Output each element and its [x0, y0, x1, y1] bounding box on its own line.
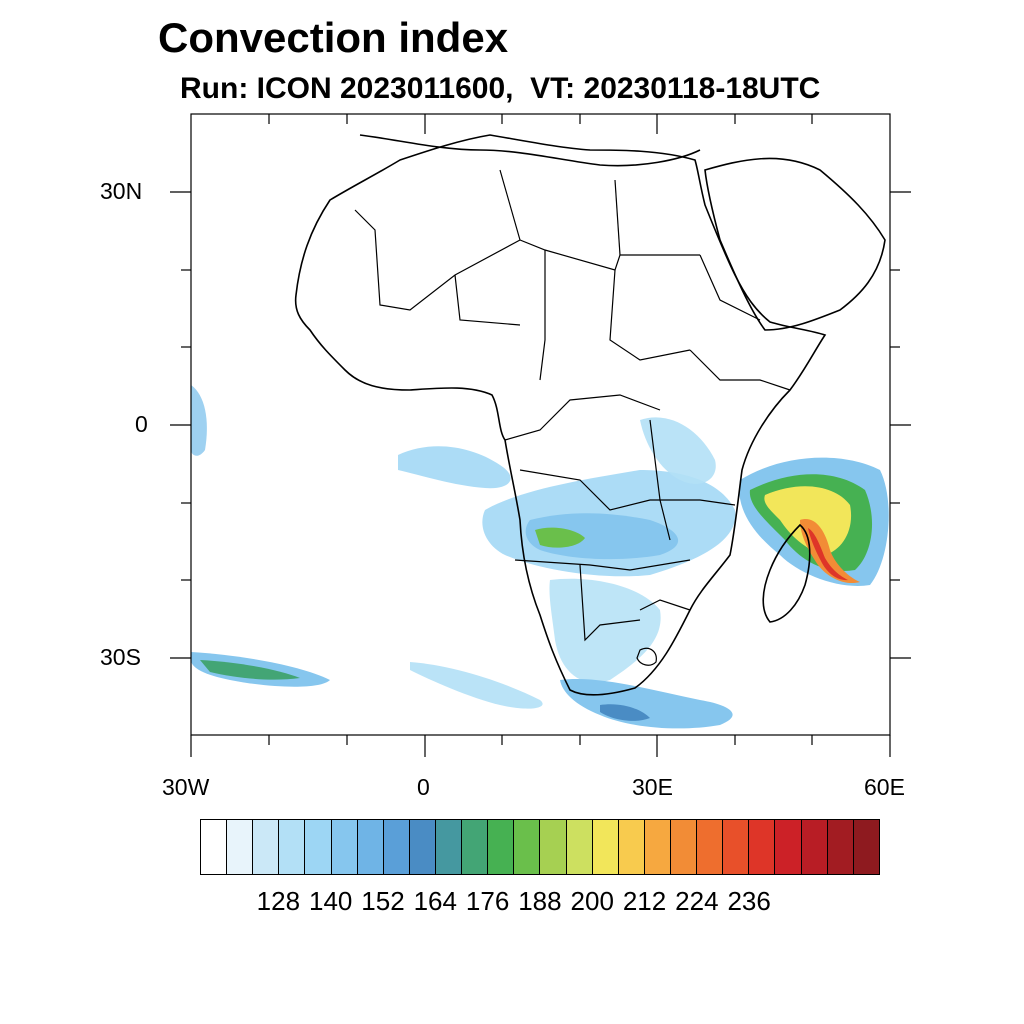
colorbar-swatch — [253, 820, 280, 874]
colorbar-swatch — [827, 820, 854, 874]
convection-area-south-coast — [560, 679, 733, 729]
chart-title: Convection index — [158, 14, 509, 61]
convection-area-zambia — [525, 513, 679, 560]
colorbar-swatch — [566, 820, 593, 874]
coastlines — [294, 134, 886, 696]
colorbar-swatch — [618, 820, 645, 874]
colorbar-label: 140 — [308, 886, 353, 916]
border-line — [639, 599, 691, 611]
convection-field — [191, 385, 889, 729]
convection-area-angola-core — [535, 527, 585, 548]
border-line — [354, 209, 700, 311]
colorbar-swatch — [853, 820, 879, 874]
axis-ticks — [170, 114, 911, 757]
colorbar-label: 224 — [675, 886, 719, 916]
colorbar-swatch — [644, 820, 671, 874]
convection-area-southern-africa — [549, 578, 661, 683]
border-line — [689, 349, 791, 391]
madagascar-coastline — [762, 523, 811, 623]
colorbar-swatch — [435, 820, 463, 874]
border-line — [649, 419, 671, 541]
border-line — [454, 274, 521, 326]
colorbar-label: 152 — [361, 886, 405, 916]
border-line — [579, 564, 641, 642]
border-line — [504, 394, 661, 441]
lat-label-30s: 30S — [100, 644, 141, 670]
lesotho-border — [636, 647, 657, 666]
convection-area-guinea — [398, 446, 511, 489]
border-line — [699, 254, 761, 321]
borders — [354, 169, 791, 666]
colorbar-swatch — [514, 820, 541, 874]
colorbar-label: 188 — [518, 886, 562, 916]
border-line — [539, 250, 546, 381]
colorbar-swatch — [201, 820, 228, 874]
colorbar-label: 236 — [727, 886, 771, 916]
colorbar-swatch — [749, 820, 776, 874]
mediterranean-coast — [359, 134, 701, 167]
convection-area-west-edge — [191, 385, 207, 456]
colorbar-label: 212 — [622, 886, 667, 916]
plot-frame — [190, 113, 891, 736]
colorbar-swatch — [383, 820, 410, 874]
arabia-coastline — [704, 157, 886, 331]
colorbar-swatch — [409, 820, 436, 874]
colorbar-swatch — [592, 820, 619, 874]
colorbar-swatch — [670, 820, 698, 874]
convection-area-south-atlantic-core — [200, 660, 300, 680]
chart-subtitle: Run: ICON 2023011600, VT: 20230118-18UTC — [180, 72, 821, 105]
colorbar-swatch — [723, 820, 750, 874]
border-line — [609, 269, 691, 361]
colorbar-swatch — [331, 820, 358, 874]
colorbar-label: 164 — [413, 886, 457, 916]
colorbar-label: 176 — [465, 886, 510, 916]
lon-label-30w: 30W — [162, 774, 210, 800]
convection-area-south-coast-core — [600, 704, 650, 721]
colorbar-swatch — [697, 820, 724, 874]
africa-coastline — [294, 134, 827, 696]
lon-label-30e: 30E — [632, 774, 673, 800]
colorbar-swatch — [488, 820, 515, 874]
convection-area-south-atlantic-east — [410, 662, 543, 709]
lon-label-0: 0 — [417, 774, 430, 800]
colorbar-swatch — [357, 820, 384, 874]
convection-area-cyclone-band — [800, 519, 860, 584]
colorbar-swatch — [801, 820, 828, 874]
lat-label-30n: 30N — [100, 178, 143, 204]
colorbar-swatch — [305, 820, 332, 874]
colorbar-swatch — [279, 820, 306, 874]
colorbar-swatch — [540, 820, 567, 874]
colorbar-label: 128 — [256, 886, 301, 916]
colorbar-swatch — [462, 820, 489, 874]
lat-label-0: 0 — [135, 411, 148, 437]
lon-label-60e: 60E — [864, 774, 905, 800]
convection-area-cyclone-core — [808, 528, 848, 581]
border-line — [514, 559, 691, 571]
convection-area-east-africa — [640, 417, 716, 484]
colorbar-swatch — [227, 820, 254, 874]
border-line — [614, 179, 621, 256]
colorbar-swatch — [775, 820, 802, 874]
colorbar — [200, 819, 880, 875]
border-line — [499, 169, 521, 241]
border-line — [519, 469, 736, 511]
colorbar-label: 200 — [570, 886, 614, 916]
